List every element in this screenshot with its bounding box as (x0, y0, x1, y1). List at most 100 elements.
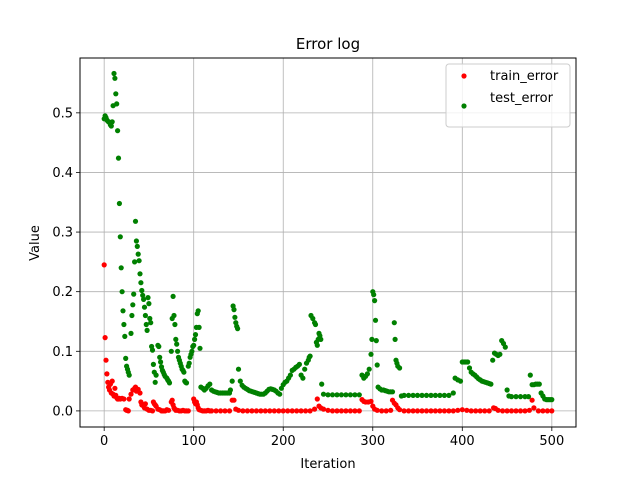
train-error-point (459, 407, 465, 413)
test-error-point (352, 392, 358, 398)
test-error-point (150, 361, 156, 367)
train-error-point (218, 408, 224, 414)
train-error-point (486, 408, 492, 414)
legend-label-train-error: train_error (490, 69, 559, 84)
test-error-point (132, 218, 139, 224)
train-error-point (504, 408, 510, 414)
train-error-point (544, 408, 551, 414)
train-error-point (356, 408, 362, 414)
train-error-point (529, 397, 535, 403)
test-error-point (191, 342, 197, 348)
test-error-point (287, 372, 293, 378)
test-error-point (168, 348, 174, 354)
test-error-point (147, 315, 153, 322)
test-error-point (138, 280, 144, 286)
train-error-point (535, 408, 542, 414)
test-error-point (192, 336, 198, 342)
test-error-point (175, 348, 181, 354)
y-tick-label: 0.0 (52, 404, 73, 419)
test-error-point (137, 271, 143, 277)
test-error-point (347, 392, 353, 398)
test-error-point (497, 351, 503, 357)
test-error-point (231, 307, 237, 313)
test-error-point (123, 355, 129, 361)
train-error-point (441, 408, 447, 414)
train-error-point (294, 408, 300, 414)
test-error-point (145, 295, 151, 301)
test-error-point (195, 308, 201, 314)
chart-title: Error log (296, 35, 360, 53)
test-error-point (312, 321, 319, 328)
test-error-point (152, 379, 158, 385)
train-error-point (222, 408, 228, 414)
test-error-point (232, 314, 238, 320)
train-error-point (352, 408, 358, 414)
test-error-point (118, 265, 124, 271)
train-error-point (226, 408, 233, 414)
legend-label-test-error: test_error (490, 91, 554, 106)
train-error-point (526, 407, 533, 413)
legend: train_error test_error (445, 63, 571, 128)
train-error-point (428, 408, 434, 414)
ticks: 0 100 200 300 400 500 0.0 0.1 0.2 0.3 0.4 0.5 (52, 106, 564, 449)
train-error-point (126, 396, 132, 402)
test-error-point (366, 366, 372, 372)
test-error-point (143, 321, 149, 328)
train-error-point (142, 401, 148, 407)
train-error-point (450, 408, 456, 414)
test-error-point (401, 392, 407, 398)
train-error-point (325, 407, 331, 413)
train-error-point (314, 396, 320, 402)
train-error-point (104, 371, 110, 377)
test-error-point (356, 392, 362, 398)
train-error-point (500, 408, 506, 414)
train-error-point (334, 408, 340, 414)
test-error-point (410, 392, 416, 398)
test-error-point (189, 348, 195, 354)
train-error-point (477, 408, 483, 414)
train-error-point (410, 408, 416, 414)
train-error-point (112, 385, 118, 391)
test-error-point (406, 392, 412, 398)
test-error-point (419, 392, 425, 398)
train-error-point (437, 408, 443, 414)
train-error-point (137, 390, 143, 396)
test-error-point (115, 128, 121, 134)
test-error-point (120, 308, 126, 314)
legend-box (445, 63, 571, 128)
test-error-point (302, 366, 308, 372)
test-error-point (128, 330, 134, 336)
test-error-point (142, 312, 148, 319)
train-error-point (414, 408, 421, 414)
train-error-point (169, 397, 175, 403)
train-error-point (185, 408, 191, 414)
train-error-point (258, 408, 264, 414)
train-error-point (522, 408, 528, 414)
test-error-point (343, 392, 349, 398)
train-error-point (513, 408, 519, 414)
test-error-point (148, 320, 154, 326)
train-error-point (303, 408, 309, 414)
test-error-point (372, 298, 378, 304)
train-error-point (397, 407, 403, 413)
test-error-point (122, 333, 128, 339)
test-error-point (314, 342, 320, 348)
train-error-point (289, 408, 295, 414)
train-error-point (240, 408, 246, 414)
train-error-point (128, 391, 134, 397)
test-error-point (235, 326, 241, 332)
test-error-point (549, 397, 555, 403)
train-error-point (495, 407, 501, 413)
test-error-point (364, 371, 370, 377)
train-error-point (244, 408, 250, 414)
test-error-point (466, 365, 473, 371)
x-tick-label: 300 (360, 434, 385, 449)
test-error-point (329, 392, 336, 398)
train-error-point (298, 408, 304, 414)
train-error-point (166, 407, 172, 413)
test-error-point (368, 351, 374, 357)
train-error-point (531, 405, 537, 411)
train-error-point (482, 408, 488, 414)
test-error-point (158, 359, 164, 365)
test-error-point (389, 389, 396, 395)
